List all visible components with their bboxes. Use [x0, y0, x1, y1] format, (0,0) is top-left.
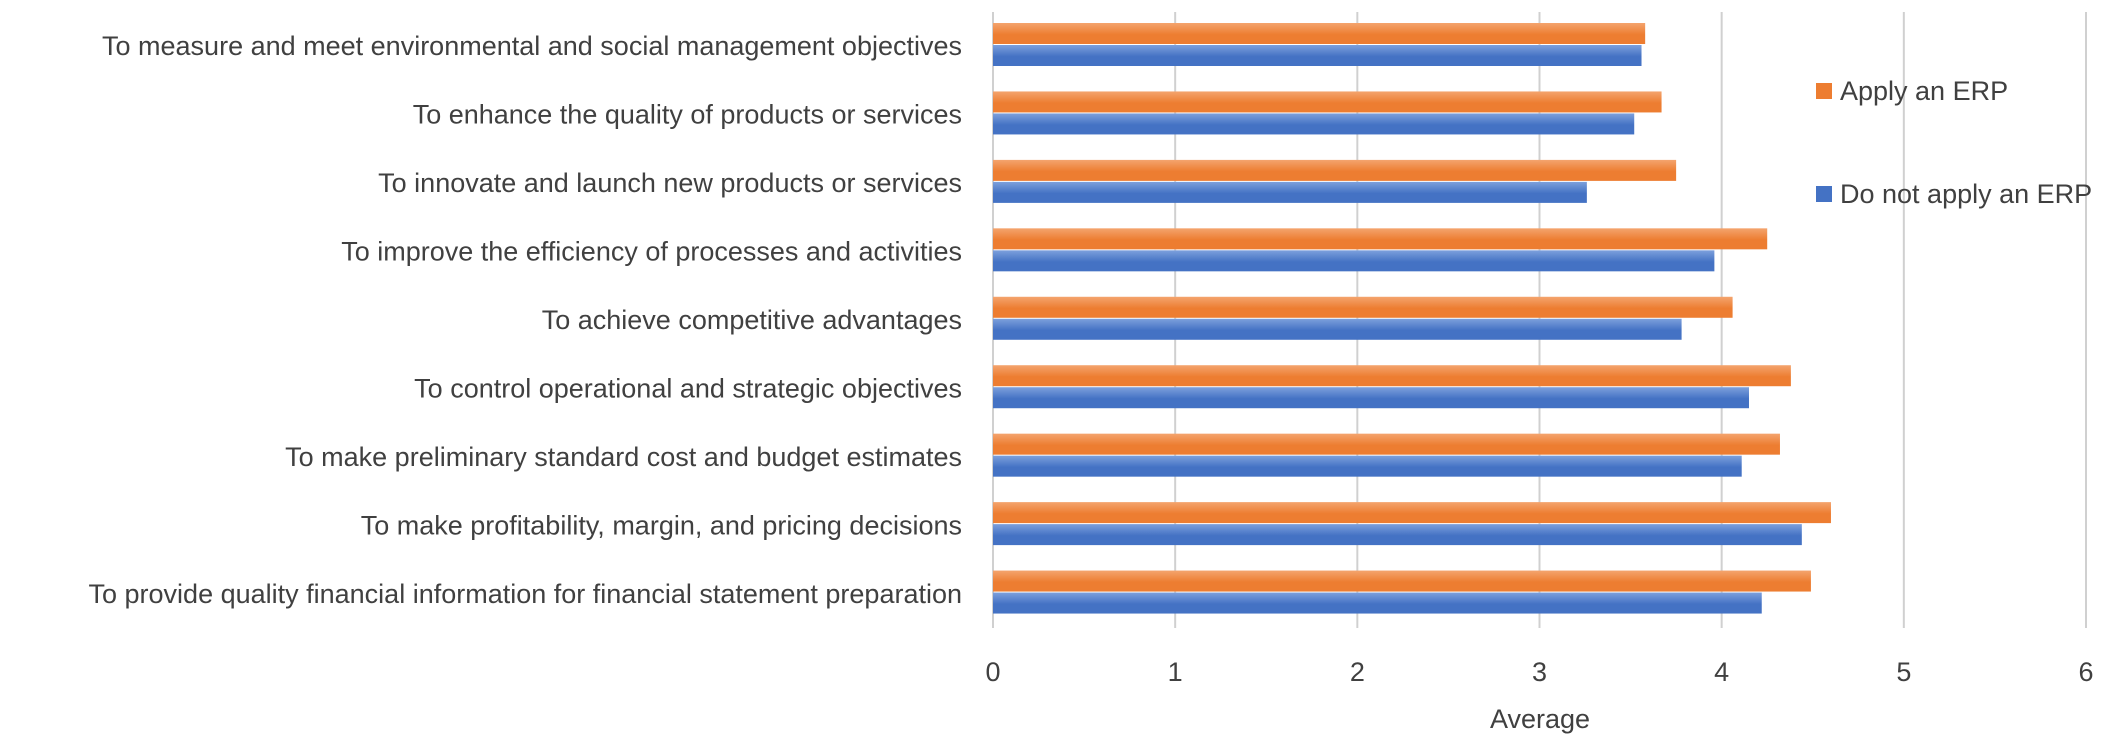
bar-apply-erp	[993, 91, 1662, 113]
bar-apply-erp	[993, 365, 1791, 387]
category-label: To enhance the quality of products or se…	[413, 100, 962, 130]
x-tick-label: 4	[1714, 657, 1729, 687]
legend-label-no-erp: Do not apply an ERP	[1840, 179, 2092, 209]
legend-swatch-apply-erp	[1816, 83, 1832, 99]
legend-swatch-no-erp	[1816, 186, 1832, 202]
bar-apply-erp	[993, 502, 1831, 524]
x-tick-label: 3	[1532, 657, 1547, 687]
category-label: To improve the efficiency of processes a…	[341, 237, 962, 267]
bar-no-erp	[993, 592, 1762, 614]
bar-apply-erp	[993, 296, 1733, 318]
bar-no-erp	[993, 250, 1715, 272]
category-label: To control operational and strategic obj…	[414, 373, 962, 403]
x-tick-label: 1	[1168, 657, 1183, 687]
category-label: To measure and meet environmental and so…	[102, 31, 962, 61]
bar-apply-erp	[993, 228, 1768, 250]
category-labels: To measure and meet environmental and so…	[89, 31, 962, 609]
x-tick-label: 5	[1896, 657, 1911, 687]
category-label: To innovate and launch new products or s…	[378, 168, 962, 198]
category-label: To make profitability, margin, and prici…	[361, 510, 962, 540]
bar-no-erp	[993, 45, 1642, 66]
legend: Apply an ERP Do not apply an ERP	[1816, 76, 2092, 209]
category-label: To make preliminary standard cost and bu…	[285, 442, 962, 472]
bar-apply-erp	[993, 433, 1780, 455]
bar-no-erp	[993, 318, 1682, 340]
x-tick-label: 6	[2078, 657, 2093, 687]
x-axis-title: Average	[1490, 704, 1590, 734]
x-tick-labels: 0 1 2 3 4 5 6	[985, 657, 2093, 687]
bar-no-erp	[993, 455, 1742, 477]
bars	[993, 23, 1831, 614]
bar-no-erp	[993, 113, 1635, 135]
bar-apply-erp	[993, 570, 1811, 592]
bar-no-erp	[993, 524, 1802, 546]
x-tick-label: 0	[985, 657, 1000, 687]
bar-apply-erp	[993, 23, 1646, 44]
bar-apply-erp	[993, 159, 1677, 181]
legend-label-apply-erp: Apply an ERP	[1840, 76, 2008, 106]
bar-no-erp	[993, 181, 1587, 203]
bar-no-erp	[993, 387, 1749, 409]
x-tick-label: 2	[1350, 657, 1365, 687]
category-label: To achieve competitive advantages	[542, 305, 962, 335]
category-label: To provide quality financial information…	[89, 579, 962, 609]
